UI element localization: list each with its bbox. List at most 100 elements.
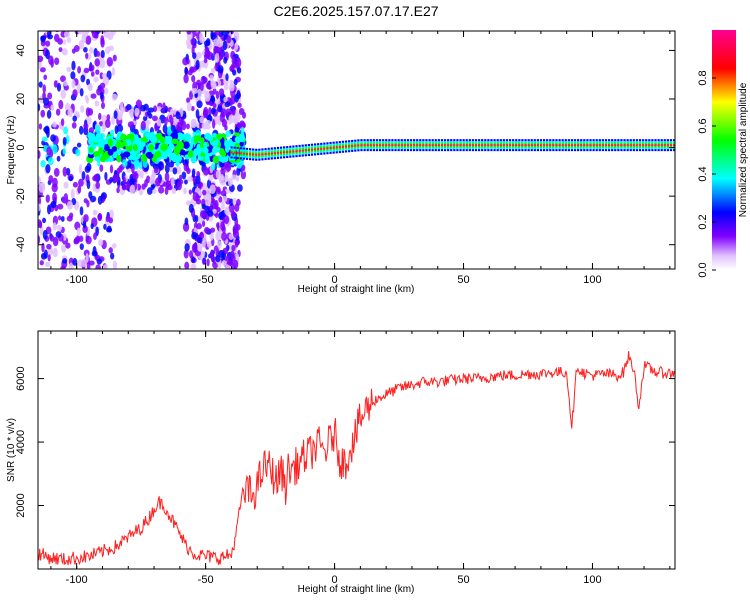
spectrogram-cell: [620, 144, 623, 147]
spectrogram-cell: [192, 243, 198, 253]
spectrogram-cell: [205, 38, 211, 46]
spectrogram-cell: [382, 144, 385, 147]
y-tick-label: 6000: [15, 366, 27, 390]
spectrogram-cell: [481, 144, 484, 147]
spectrogram-cell: [42, 217, 47, 224]
spectrogram-cell: [65, 167, 71, 176]
spectrogram-cell: [79, 206, 84, 216]
snr-frame: [37, 330, 676, 570]
spectrogram-cell: [93, 76, 99, 83]
spectrogram-cell: [210, 32, 217, 41]
spectrogram-cell: [58, 47, 63, 53]
spectrogram-cell: [104, 171, 108, 181]
spectrogram-cell: [496, 144, 499, 147]
spectrogram-cell: [209, 184, 216, 194]
spectrogram-cell: [132, 143, 139, 152]
spectrogram-cell: [202, 76, 208, 84]
spectrogram-cell: [179, 149, 186, 156]
spectrogram-cell: [40, 159, 46, 168]
spectrogram-cell: [657, 144, 660, 147]
spectrogram-cell: [212, 102, 217, 109]
spectrogram-cell: [577, 144, 580, 147]
spectrogram-cell: [63, 126, 69, 135]
spectrogram-cell: [72, 115, 77, 122]
spectrogram-cell: [172, 167, 178, 175]
spectrogram-cell: [52, 121, 57, 128]
spectrogram-cell: [221, 195, 228, 203]
spectrogram-cell: [232, 230, 240, 239]
spectrogram-cell: [385, 144, 388, 147]
spectrogram-cell: [58, 99, 64, 110]
spectrogram-cell: [397, 144, 400, 147]
spectrogram-cell: [372, 144, 375, 147]
spectrogram-cell: [88, 64, 95, 72]
spectrogram-cell: [131, 154, 137, 161]
spectrogram-cell: [224, 139, 233, 149]
y-tick-label: 2000: [15, 493, 27, 517]
spectrogram-cell: [348, 145, 351, 148]
x-tick-label: 100: [583, 574, 601, 586]
spectrogram-cell: [68, 175, 74, 182]
spectrogram-cell: [196, 88, 202, 99]
spectrogram-cell: [595, 144, 598, 147]
spectrogram-cell: [197, 215, 203, 224]
spectrogram-cell: [202, 189, 207, 196]
spectrogram-cell: [52, 144, 58, 155]
spectrogram-cell: [220, 200, 225, 210]
spectrogram-cell: [626, 144, 629, 147]
spectrogram-cell: [111, 93, 118, 101]
spectrogram-cell: [192, 52, 197, 60]
spectrogram-cell: [78, 164, 83, 174]
x-tick-label: 50: [457, 574, 469, 586]
spectrogram-cell: [86, 78, 91, 86]
spectrogram-cell: [166, 127, 172, 136]
x-tick-label: 0: [332, 274, 338, 286]
spectrogram-cell: [60, 89, 67, 99]
spectrogram-cell: [102, 264, 108, 269]
spectrogram-cell: [60, 265, 66, 269]
spectrogram-cell: [239, 152, 242, 155]
spectrogram-cell: [88, 146, 94, 153]
spectrogram-cell: [66, 215, 73, 222]
spectrogram-cell: [232, 197, 237, 206]
spectrogram-cell: [56, 82, 62, 92]
spectrogram-cell: [80, 105, 85, 113]
spectrogram-cell: [205, 124, 211, 130]
spectrogram-cell: [431, 144, 434, 147]
spectrogram-cell: [208, 174, 213, 182]
spectrogram-cell: [71, 60, 76, 71]
spectrogram-cell: [224, 101, 231, 108]
spectrogram-cell: [94, 100, 100, 107]
spectrogram-cell: [56, 224, 63, 232]
spectrogram-cell: [46, 243, 52, 250]
spectrogram-cell: [109, 176, 114, 183]
spectrogram-cell: [320, 147, 323, 150]
spectrogram-cell: [203, 141, 208, 150]
spectrogram-cell: [549, 144, 552, 147]
spectrogram-cell: [215, 169, 222, 180]
spectrogram-cell: [88, 260, 95, 266]
spectrogram-cell: [527, 144, 530, 147]
spectrogram-cell: [122, 176, 126, 185]
spectrogram-cell: [184, 217, 189, 226]
spectrogram-cell: [171, 187, 177, 194]
spectrogram-cell: [218, 156, 227, 163]
spectrogram-cell: [94, 32, 99, 39]
spectrogram-cell: [65, 242, 71, 249]
spectrogram-cell: [162, 124, 168, 134]
spectrogram-cell: [195, 59, 200, 70]
spectrogram-cell: [42, 229, 48, 240]
spectrogram-cell: [88, 137, 95, 145]
spectrogram-cell: [310, 148, 314, 151]
spectrogram-cell: [70, 188, 75, 199]
spectrogram-cell: [228, 203, 235, 213]
spectrogram-cell: [85, 35, 92, 45]
spectrogram-cell: [188, 150, 195, 158]
spectrogram-cell: [521, 144, 524, 147]
spectrogram-cell: [635, 144, 639, 147]
spectrogram-cell: [38, 203, 41, 212]
spectrogram-cell: [129, 133, 135, 143]
spectrogram-cell: [586, 144, 589, 147]
spectrogram-cell: [60, 75, 66, 83]
spectrogram-cell: [100, 35, 105, 45]
